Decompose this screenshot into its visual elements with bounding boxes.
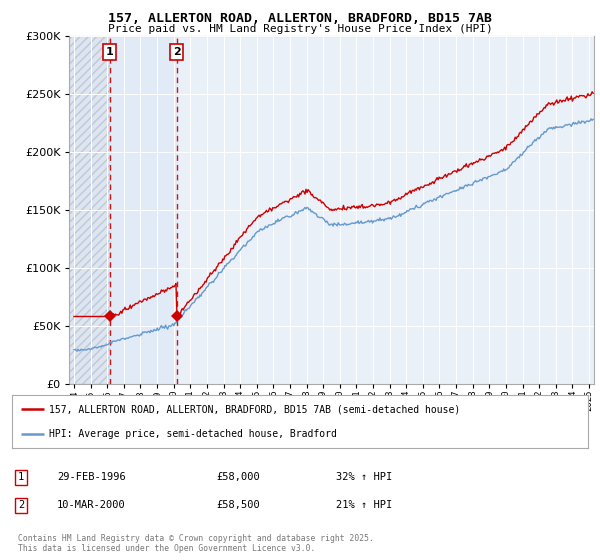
Text: 2: 2 bbox=[173, 47, 181, 57]
Text: 2: 2 bbox=[18, 500, 24, 510]
Text: 21% ↑ HPI: 21% ↑ HPI bbox=[336, 500, 392, 510]
Text: £58,000: £58,000 bbox=[216, 472, 260, 482]
Text: 157, ALLERTON ROAD, ALLERTON, BRADFORD, BD15 7AB (semi-detached house): 157, ALLERTON ROAD, ALLERTON, BRADFORD, … bbox=[49, 404, 461, 414]
Text: 1: 1 bbox=[106, 47, 113, 57]
Text: £58,500: £58,500 bbox=[216, 500, 260, 510]
Bar bbox=[69, 36, 110, 384]
Bar bbox=[110, 36, 177, 384]
Text: HPI: Average price, semi-detached house, Bradford: HPI: Average price, semi-detached house,… bbox=[49, 428, 337, 438]
Text: 29-FEB-1996: 29-FEB-1996 bbox=[57, 472, 126, 482]
Text: 157, ALLERTON ROAD, ALLERTON, BRADFORD, BD15 7AB: 157, ALLERTON ROAD, ALLERTON, BRADFORD, … bbox=[108, 12, 492, 25]
Text: Contains HM Land Registry data © Crown copyright and database right 2025.
This d: Contains HM Land Registry data © Crown c… bbox=[18, 534, 374, 553]
Text: 1: 1 bbox=[18, 472, 24, 482]
Text: 32% ↑ HPI: 32% ↑ HPI bbox=[336, 472, 392, 482]
Text: Price paid vs. HM Land Registry's House Price Index (HPI): Price paid vs. HM Land Registry's House … bbox=[107, 24, 493, 34]
Bar bbox=[69, 36, 110, 384]
Text: 10-MAR-2000: 10-MAR-2000 bbox=[57, 500, 126, 510]
